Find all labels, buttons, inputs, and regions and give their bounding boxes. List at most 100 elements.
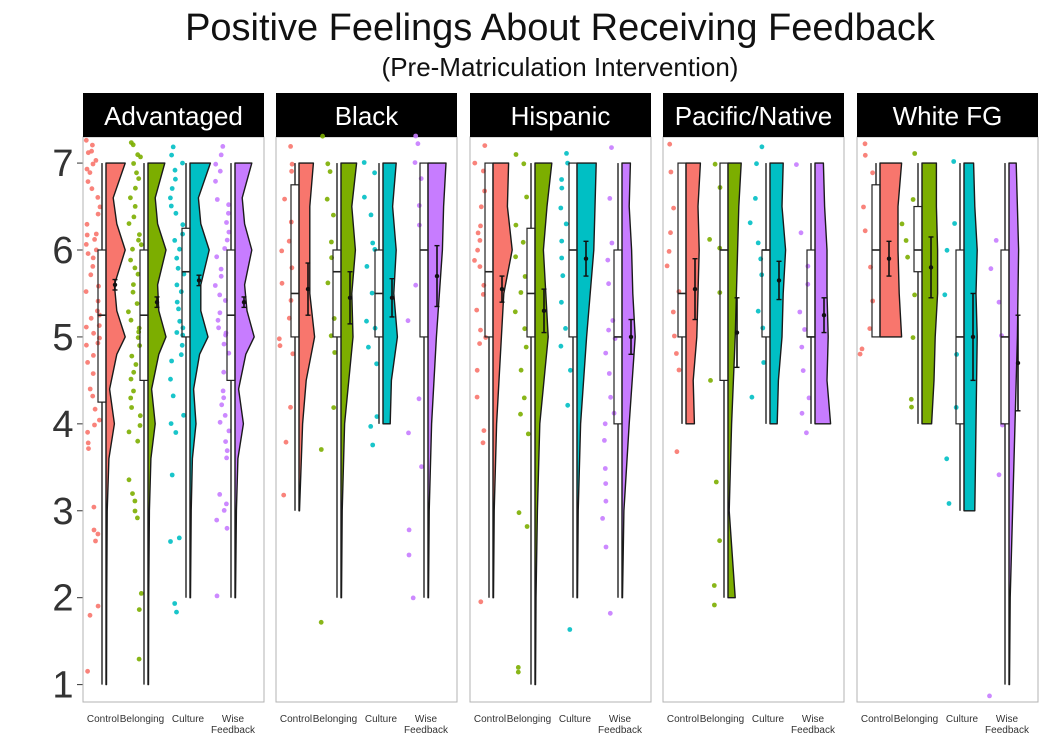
- half-violin: [963, 162, 978, 512]
- facet-strip-label: Black: [335, 101, 400, 131]
- x-tick-label: Control: [861, 714, 893, 725]
- data-point: [218, 273, 224, 279]
- data-point: [482, 143, 488, 149]
- data-point: [331, 212, 336, 218]
- half-violin: [1008, 162, 1020, 686]
- box-iqr: [871, 184, 881, 338]
- data-point: [416, 396, 422, 402]
- data-point: [89, 148, 94, 154]
- data-point: [406, 527, 412, 533]
- data-point: [749, 394, 755, 400]
- data-point: [129, 405, 135, 410]
- x-tick-label: Wise: [222, 714, 245, 725]
- facet-strip: [276, 93, 457, 137]
- data-point: [92, 237, 97, 242]
- data-point: [221, 341, 227, 347]
- data-point: [603, 481, 609, 486]
- half-violin: [340, 162, 358, 599]
- data-point: [135, 438, 141, 444]
- data-point: [288, 144, 293, 149]
- data-point: [370, 240, 376, 246]
- data-point: [567, 627, 573, 632]
- mean-point: [434, 273, 440, 279]
- data-point: [668, 169, 674, 175]
- mean-point: [821, 312, 827, 318]
- box-iqr: [677, 162, 687, 338]
- data-point: [135, 515, 140, 521]
- data-point: [369, 290, 375, 296]
- half-violin: [427, 162, 447, 599]
- y-tick-label: 5: [52, 317, 73, 359]
- x-tick-label: Culture: [559, 714, 592, 725]
- data-point: [477, 238, 483, 243]
- x-tick-label: Wise: [609, 714, 632, 725]
- data-point: [475, 247, 480, 253]
- data-point: [708, 378, 713, 383]
- box-iqr: [290, 184, 300, 338]
- x-tick-label: Feedback: [598, 725, 643, 736]
- data-point: [799, 410, 805, 416]
- x-tick-label: Belonging: [313, 714, 357, 725]
- data-point: [415, 141, 421, 147]
- data-point: [993, 238, 999, 243]
- data-point: [168, 195, 173, 201]
- data-point: [134, 301, 140, 306]
- data-point: [133, 185, 138, 191]
- data-point: [132, 204, 138, 209]
- data-point: [416, 203, 422, 208]
- half-violin: [147, 162, 167, 686]
- mean-point: [347, 295, 353, 301]
- data-point: [126, 429, 132, 435]
- data-point: [861, 204, 866, 210]
- data-point: [413, 282, 419, 288]
- x-tick-label: Wise: [802, 714, 825, 725]
- data-point: [513, 152, 519, 157]
- data-point: [477, 341, 482, 346]
- half-violin: [727, 162, 742, 599]
- x-tick-label: Wise: [415, 714, 438, 725]
- data-point: [221, 508, 227, 513]
- data-point: [135, 152, 141, 158]
- mean-point: [499, 286, 505, 292]
- data-point: [288, 404, 293, 410]
- data-point: [87, 386, 93, 392]
- data-point: [130, 491, 135, 496]
- half-violin: [685, 162, 702, 425]
- data-point: [90, 161, 96, 167]
- data-point: [605, 257, 611, 263]
- data-point: [226, 428, 232, 434]
- data-point: [515, 669, 521, 675]
- data-point: [83, 289, 89, 294]
- data-point: [214, 197, 220, 202]
- data-point: [372, 170, 377, 176]
- data-point: [600, 516, 605, 521]
- data-point: [214, 593, 220, 599]
- data-point: [168, 539, 173, 544]
- data-point: [805, 263, 811, 269]
- data-point: [755, 240, 761, 246]
- data-point: [92, 422, 97, 428]
- data-point: [214, 254, 220, 260]
- data-point: [912, 292, 917, 298]
- data-point: [97, 417, 102, 423]
- data-point: [513, 254, 518, 260]
- data-point: [905, 254, 910, 260]
- x-tick-label: Wise: [996, 714, 1019, 725]
- data-point: [174, 299, 180, 305]
- data-point: [224, 455, 230, 461]
- x-tick-label: Control: [667, 714, 699, 725]
- half-violin: [576, 162, 597, 599]
- data-point: [761, 360, 767, 365]
- data-point: [609, 145, 614, 151]
- data-point: [608, 394, 613, 400]
- data-point: [93, 231, 99, 237]
- data-point: [220, 388, 226, 394]
- data-point: [168, 421, 174, 426]
- data-point: [289, 168, 294, 174]
- data-point: [366, 344, 371, 350]
- data-point: [136, 607, 142, 612]
- box-iqr: [719, 162, 729, 381]
- data-point: [318, 619, 324, 625]
- data-point: [325, 280, 331, 286]
